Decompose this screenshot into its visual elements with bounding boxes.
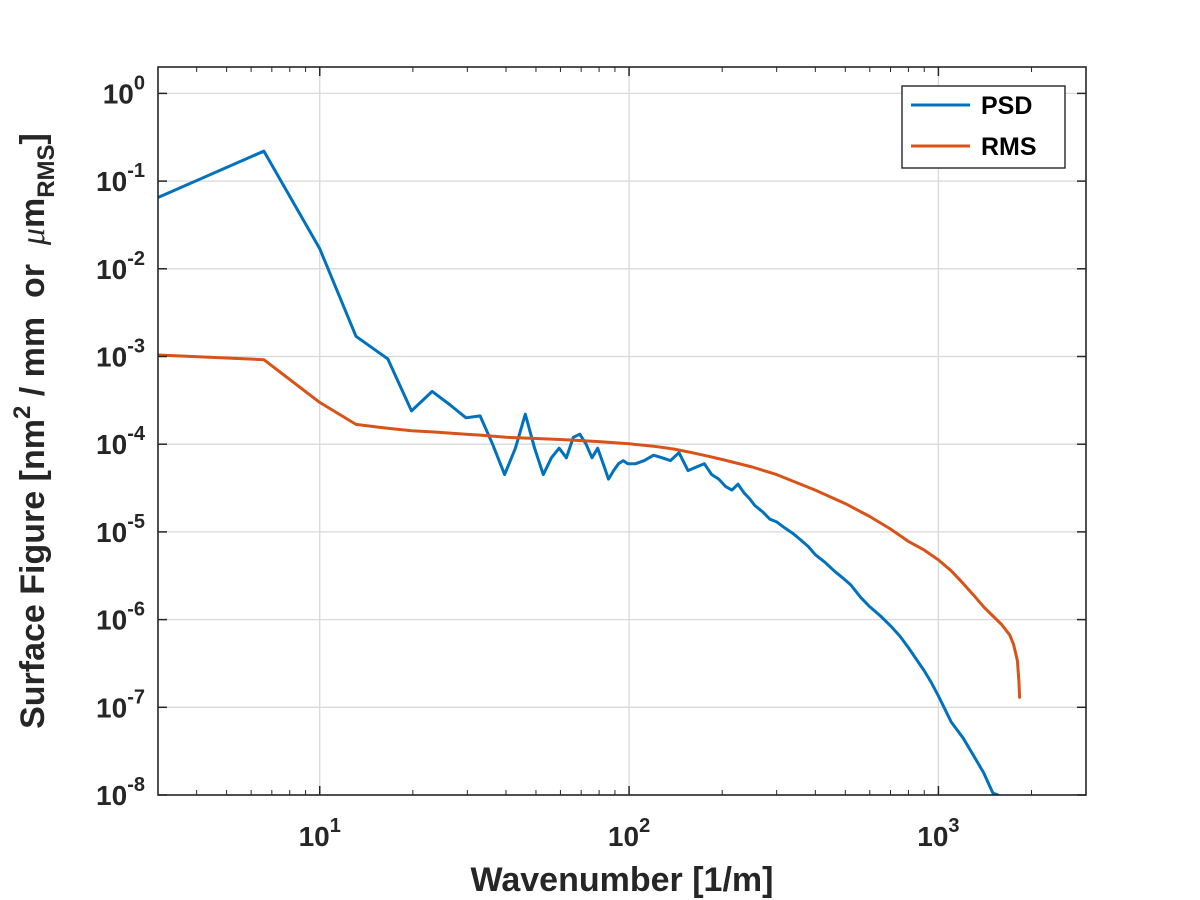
x-axis-title: Wavenumber [1/m] — [471, 861, 774, 899]
grid — [158, 67, 1086, 796]
tick-marks — [157, 67, 1087, 796]
y-axis-title-prefix: Surface Figure [nm — [14, 419, 52, 729]
y-tick-label: 10-8 — [96, 774, 145, 811]
y-tick-label: 100 — [103, 72, 145, 109]
series-layer — [158, 149, 1022, 795]
y-tick-label: 10-6 — [96, 599, 145, 636]
y-tick-label: 10-5 — [96, 511, 145, 548]
y-tick-label: 10-2 — [96, 248, 145, 285]
plot-area — [158, 67, 1086, 795]
x-tick-label: 103 — [917, 815, 959, 852]
y-tick-labels: 100 10-1 10-2 10-3 10-4 10-5 10-6 10-7 10-8 — [96, 72, 146, 811]
legend-box — [901, 85, 1066, 169]
x-tick-label: 101 — [299, 815, 341, 852]
y-axis-title-suffix: ] — [14, 133, 52, 144]
y-axis-title-mu: μ — [15, 228, 52, 246]
series-line-rms — [158, 353, 1022, 699]
legend-rms-label: RMS — [981, 133, 1037, 161]
y-axis-title-sup: 2 — [9, 406, 36, 419]
y-axis-title-m: m — [14, 198, 52, 228]
y-tick-label: 10-1 — [96, 160, 145, 197]
series-line-psd — [158, 149, 1000, 795]
x-tick-labels: 101 102 103 — [299, 815, 960, 852]
x-tick-label: 102 — [608, 815, 650, 852]
y-tick-label: 10-3 — [96, 336, 145, 373]
y-axis-title-sub: RMS — [33, 144, 60, 197]
legend-psd-label: PSD — [981, 92, 1032, 120]
y-axis-title-middle: / mm or — [14, 245, 52, 406]
y-tick-label: 10-7 — [96, 686, 145, 723]
legend: PSD RMS — [901, 85, 1066, 169]
y-axis-title: Surface Figure [nm2 / mm or μmRMS] — [9, 133, 60, 729]
y-tick-label: 10-4 — [96, 423, 146, 460]
plot-frame — [157, 66, 1087, 796]
